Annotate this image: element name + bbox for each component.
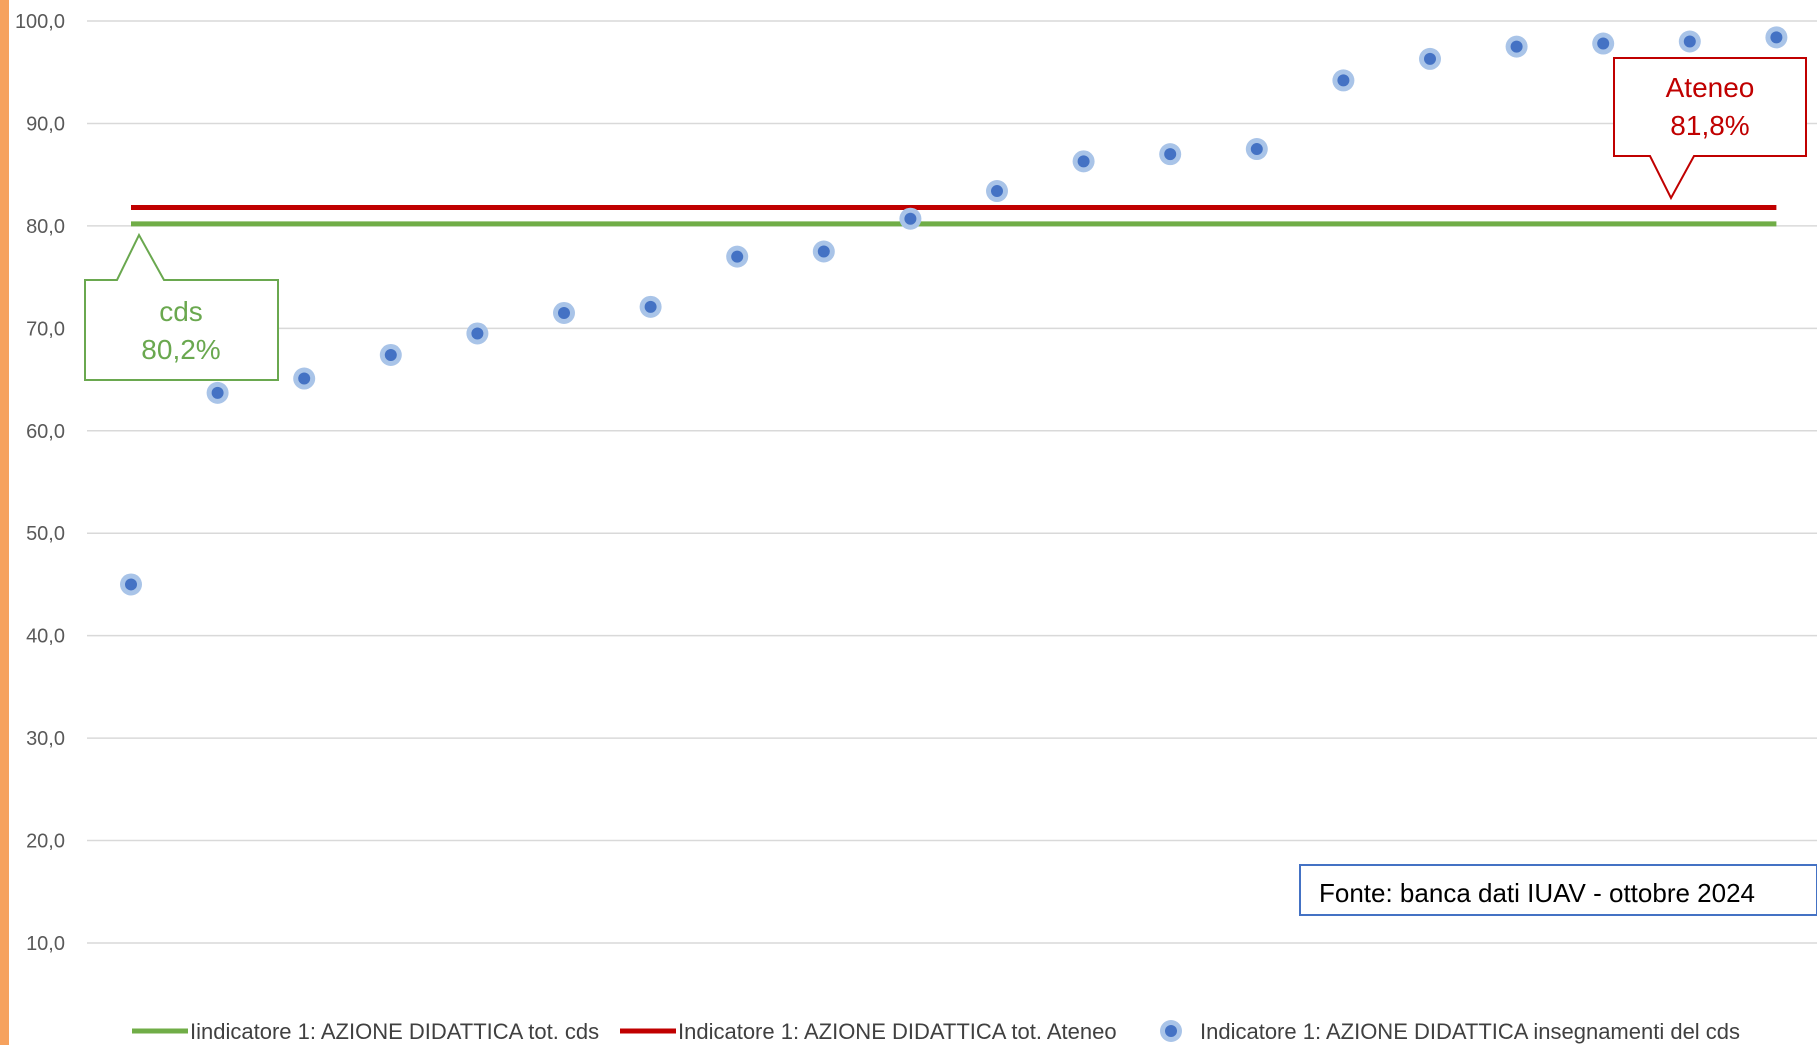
data-point-16 xyxy=(1424,52,1436,65)
data-point-8 xyxy=(731,250,744,263)
y-tick-label-20: 20,0 xyxy=(26,831,65,853)
data-point-1 xyxy=(125,578,137,591)
data-point-2 xyxy=(211,386,224,399)
data-point-4 xyxy=(384,348,397,361)
left-accent-strip xyxy=(0,0,9,1045)
cds-callout-value: 80,2% xyxy=(141,334,220,365)
cds-callout-box xyxy=(84,232,279,381)
data-point-3 xyxy=(298,372,311,385)
y-tick-label-70: 70,0 xyxy=(26,318,65,340)
ateneo-callout-label: Ateneo xyxy=(1666,72,1755,103)
data-point-6 xyxy=(558,306,570,319)
legend-label-ateneo: Indicatore 1: AZIONE DIDATTICA tot. Aten… xyxy=(678,1019,1117,1044)
data-point-19 xyxy=(1683,35,1696,48)
source-box xyxy=(1299,864,1817,916)
data-point-18 xyxy=(1597,37,1610,50)
data-point-9 xyxy=(817,245,830,258)
y-tick-label-60: 60,0 xyxy=(26,421,65,443)
ateneo-callout-box xyxy=(1613,57,1807,201)
data-point-17 xyxy=(1510,40,1523,53)
data-point-20 xyxy=(1770,31,1783,44)
grid-layer xyxy=(87,20,1817,944)
data-point-12 xyxy=(1077,155,1090,168)
y-tick-label-10: 10,0 xyxy=(26,933,65,955)
y-tick-label-30: 30,0 xyxy=(26,728,65,750)
source-text: Fonte: banca dati IUAV - ottobre 2024 xyxy=(1319,878,1755,908)
data-point-13 xyxy=(1164,148,1177,161)
data-point-5 xyxy=(471,327,484,340)
legend-swatch-insegnamenti xyxy=(1165,1025,1177,1037)
data-point-10 xyxy=(904,212,917,225)
data-point-14 xyxy=(1250,143,1263,156)
cds-callout: cds 80,2% xyxy=(84,232,279,381)
legend-label-cds: Iindicatore 1: AZIONE DIDATTICA tot. cds xyxy=(190,1019,599,1044)
y-axis-ticks: 10,0 20,0 30,0 40,0 50,0 60,0 70,0 80,0 90,0 100,… xyxy=(15,11,65,955)
y-tick-label-80: 80,0 xyxy=(26,216,65,238)
data-point-7 xyxy=(644,300,657,313)
series-points xyxy=(120,26,1788,596)
y-tick-label-40: 40,0 xyxy=(26,626,65,648)
legend: Iindicatore 1: AZIONE DIDATTICA tot. cds… xyxy=(132,1019,1740,1044)
ateneo-callout-value: 81,8% xyxy=(1670,110,1749,141)
y-tick-label-90: 90,0 xyxy=(26,113,65,135)
y-tick-label-50: 50,0 xyxy=(26,523,65,545)
source-note: Fonte: banca dati IUAV - ottobre 2024 xyxy=(1299,864,1817,916)
y-tick-label-100: 100,0 xyxy=(15,11,65,33)
data-point-11 xyxy=(991,185,1003,198)
ateneo-callout: Ateneo 81,8% xyxy=(1613,57,1807,201)
legend-label-insegnamenti: Indicatore 1: AZIONE DIDATTICA insegname… xyxy=(1200,1019,1740,1044)
cds-callout-label: cds xyxy=(159,296,203,327)
data-point-15 xyxy=(1337,74,1350,87)
series-lines xyxy=(131,204,1777,227)
